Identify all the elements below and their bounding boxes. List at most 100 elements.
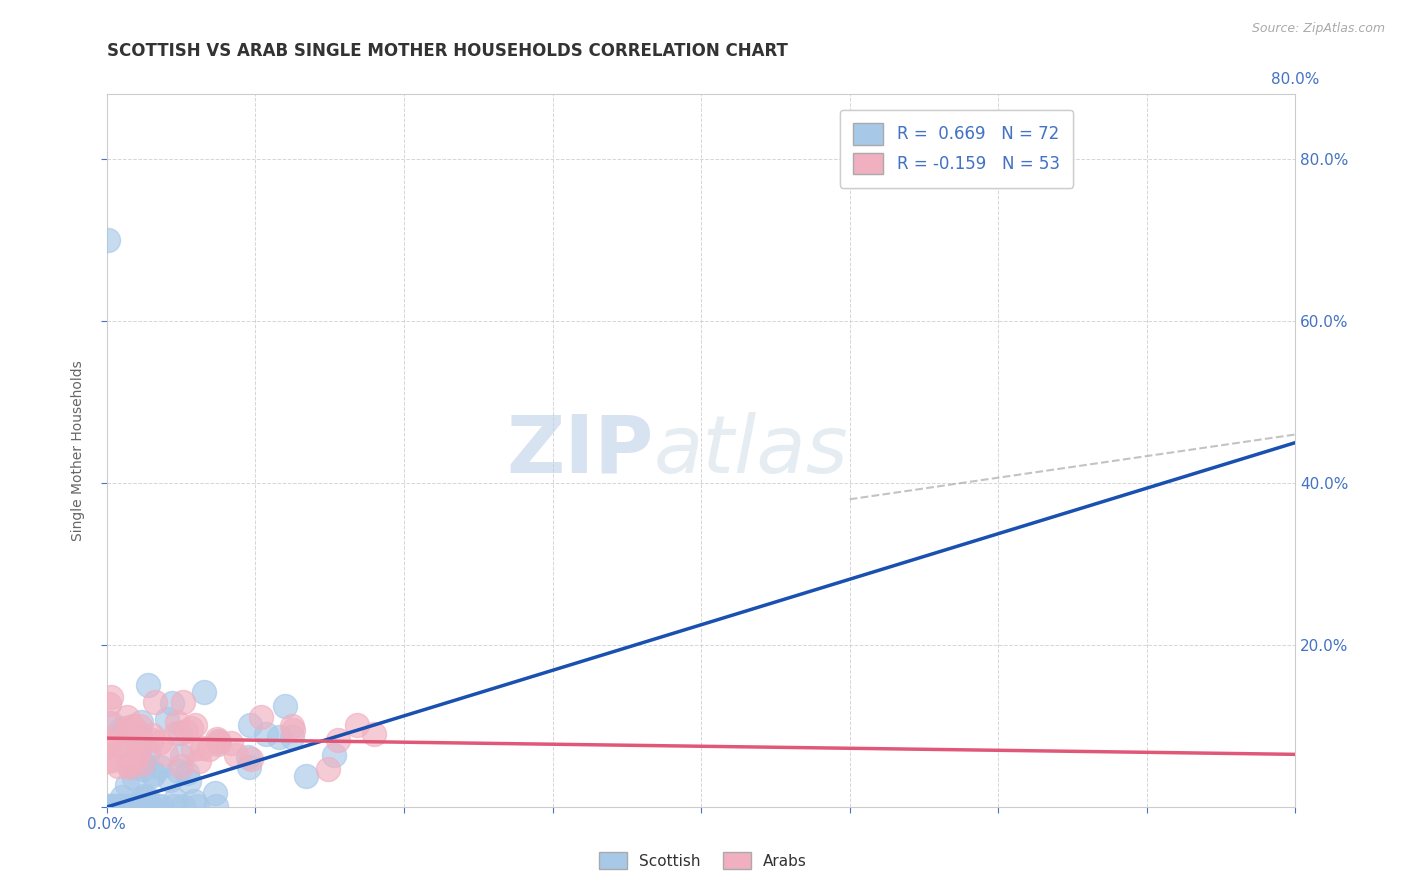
Point [316,762,339,776]
Point [101,737,124,751]
Point [114,721,136,735]
Point [239,718,262,732]
Point [124,753,146,767]
Text: atlas: atlas [654,412,848,490]
Point [128,799,150,814]
Point [150,799,173,814]
Point [117,721,139,735]
Point [118,799,141,814]
Legend: R =  0.669   N = 72, R = -0.159   N = 53: R = 0.669 N = 72, R = -0.159 N = 53 [841,110,1073,187]
Point [139,799,162,814]
Point [181,741,204,756]
Point [100,799,122,814]
Point [188,754,211,768]
Point [98,715,121,730]
Point [131,757,153,772]
Point [159,772,181,787]
Point [249,710,271,724]
Point [115,799,138,814]
Point [169,758,191,772]
Point [162,697,184,711]
Point [143,766,166,780]
Point [131,756,153,771]
Point [295,769,318,783]
Point [207,737,229,751]
Point [98,698,121,712]
Text: SCOTTISH VS ARAB SINGLE MOTHER HOUSEHOLDS CORRELATION CHART: SCOTTISH VS ARAB SINGLE MOTHER HOUSEHOLD… [107,42,787,60]
Point [97,739,120,753]
Point [346,718,368,732]
Point [149,734,172,748]
Point [118,757,141,772]
Point [111,725,134,739]
Point [128,727,150,741]
Point [197,742,219,756]
Point [274,698,297,713]
Point [143,695,166,709]
Point [129,715,152,730]
Point [97,799,120,814]
Point [184,718,207,732]
Point [120,721,142,735]
Legend: Scottish, Arabs: Scottish, Arabs [593,846,813,875]
Point [163,799,186,814]
Point [183,794,205,808]
Point [101,799,124,814]
Point [142,768,165,782]
Point [101,732,124,747]
Point [104,799,127,814]
Point [281,723,304,738]
Text: Source: ZipAtlas.com: Source: ZipAtlas.com [1251,22,1385,36]
Point [100,716,122,731]
Point [322,747,344,762]
Point [122,760,145,774]
Point [172,695,194,709]
Point [107,799,129,814]
Point [136,677,159,691]
Point [219,736,242,750]
Point [128,719,150,733]
Point [363,727,385,741]
Point [141,733,163,747]
Point [136,745,159,759]
Point [115,710,138,724]
Point [125,734,148,748]
Point [238,760,260,774]
Point [280,730,302,744]
Point [172,749,194,764]
Point [205,732,228,747]
Point [110,799,132,814]
Point [193,685,215,699]
Point [122,748,145,763]
Point [124,799,146,814]
Point [97,233,120,247]
Point [110,723,132,737]
Point [118,760,141,774]
Point [100,799,122,814]
Point [134,792,156,806]
Point [205,799,228,814]
Point [128,799,150,814]
Point [127,799,149,814]
Point [254,727,277,741]
Point [180,721,202,735]
Point [166,764,188,778]
Point [207,734,229,748]
Point [114,731,136,746]
Point [135,790,157,805]
Point [186,799,208,814]
Point [98,799,121,814]
Point [166,715,188,730]
Point [111,789,134,804]
Point [236,750,259,764]
Point [155,712,177,726]
Point [104,799,127,814]
Point [97,736,120,750]
Point [281,719,304,733]
Point [117,744,139,758]
Point [132,756,155,770]
Point [100,690,122,705]
Point [165,726,187,740]
Point [141,728,163,742]
Text: ZIP: ZIP [506,412,654,490]
